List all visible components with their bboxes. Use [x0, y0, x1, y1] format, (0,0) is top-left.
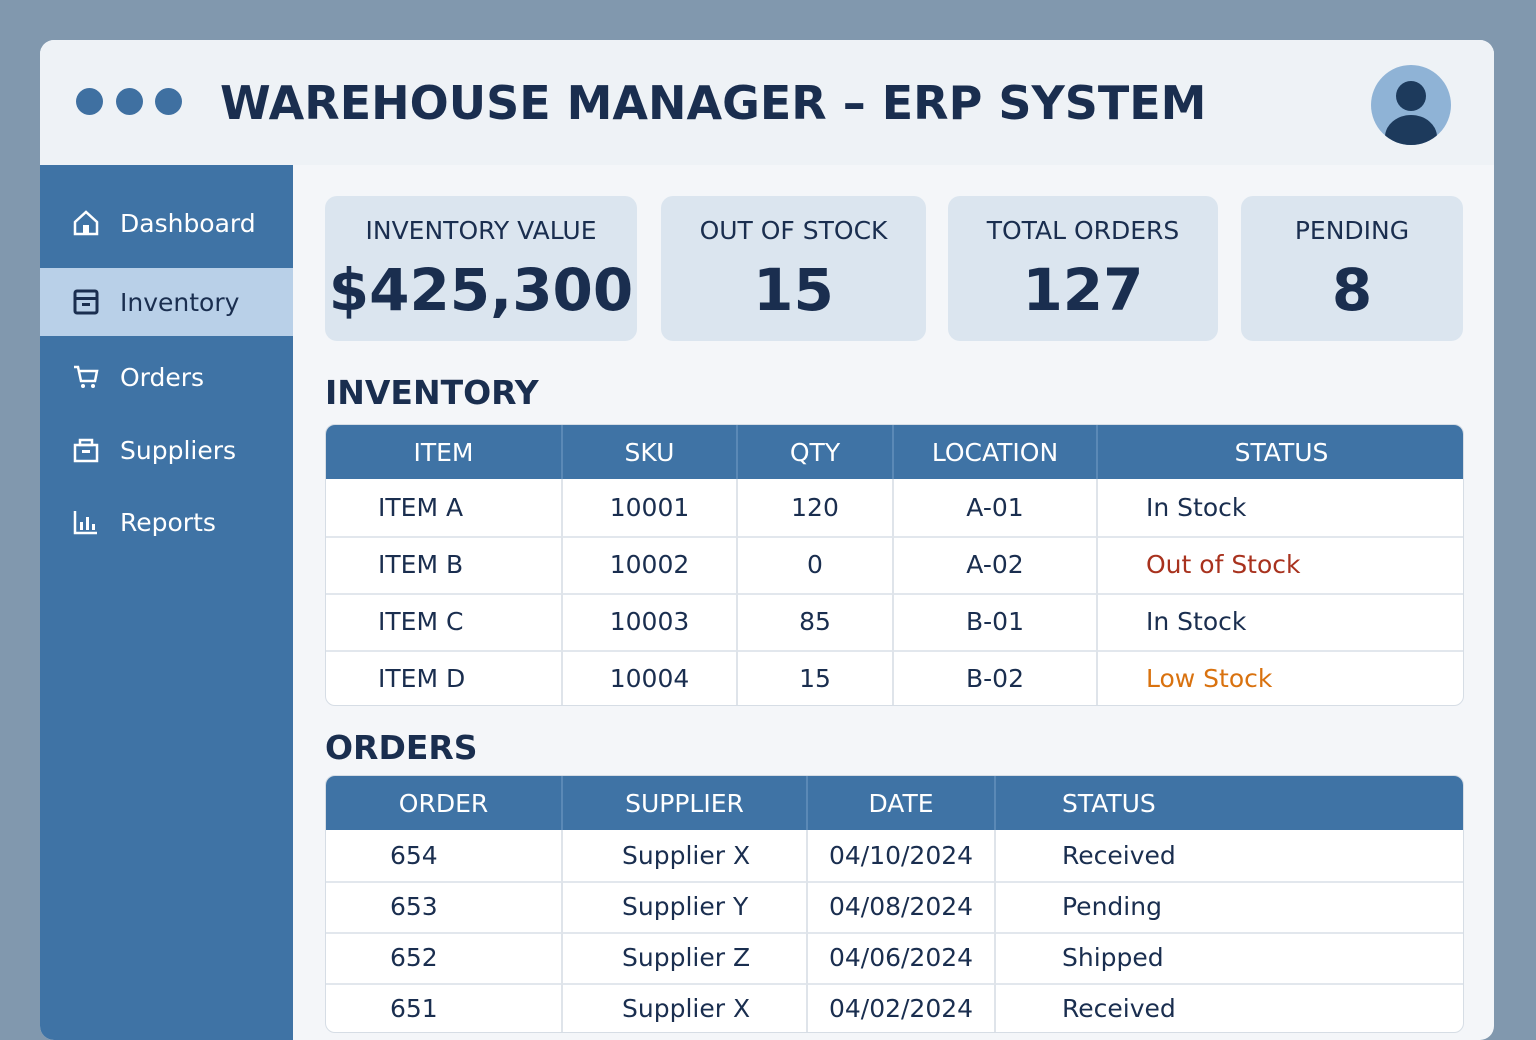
nav-item[interactable]: Inventory: [40, 268, 293, 336]
table-row[interactable]: ITEM B 10002 0 A-02 Out of Stock: [326, 536, 1463, 595]
stat-card: OUT OF STOCK 15: [661, 196, 926, 341]
stat-label: INVENTORY VALUE: [365, 216, 597, 245]
data-table: ORDER SUPPLIER DATE STATUS 654 Supplier X 04/1…: [325, 775, 1464, 1033]
window: WAREHOUSE MANAGER – ERP SYSTEM Dashboard…: [40, 40, 1494, 1040]
data-table: ITEM SKU QTY LOCATION STATUS ITEM A 10001 120 A-…: [325, 424, 1464, 706]
table-header: ITEM SKU QTY LOCATION STATUS: [326, 425, 1463, 479]
column-header: SUPPLIER: [563, 776, 808, 830]
table-cell: 04/08/2024: [808, 881, 996, 932]
table-cell: ITEM B: [326, 536, 563, 593]
table-cell: Supplier X: [563, 830, 808, 881]
column-header: LOCATION: [894, 425, 1098, 479]
avatar[interactable]: [1371, 65, 1451, 145]
window-dot: [116, 88, 143, 115]
table-cell: Pending: [1062, 892, 1162, 921]
table-row[interactable]: 652 Supplier Z 04/06/2024 Shipped: [326, 932, 1463, 985]
nav-icon: [74, 365, 99, 388]
table-cell: Shipped: [1062, 943, 1164, 972]
table-cell: 652: [326, 932, 563, 983]
column-header: ITEM: [326, 425, 563, 479]
nav-icon: [73, 289, 99, 315]
window-dot: [76, 88, 103, 115]
table-cell: Out of Stock: [1146, 550, 1301, 579]
nav-label[interactable]: Orders: [120, 362, 205, 392]
table-row[interactable]: ITEM D 10004 15 B-02 Low Stock: [326, 650, 1463, 705]
table-cell: 654: [326, 830, 563, 881]
table-cell: A-01: [894, 479, 1098, 536]
stat-value: 127: [1022, 256, 1144, 324]
table-cell: Low Stock: [1146, 664, 1273, 693]
table-cell: 04/10/2024: [808, 830, 996, 881]
stat-card: INVENTORY VALUE $425,300: [325, 196, 637, 341]
app-title: WAREHOUSE MANAGER – ERP SYSTEM: [220, 76, 1207, 130]
table-cell: 04/02/2024: [808, 983, 996, 1032]
stat-card: TOTAL ORDERS 127: [948, 196, 1218, 341]
table-header: ORDER SUPPLIER DATE STATUS: [326, 776, 1463, 830]
table-row[interactable]: 653 Supplier Y 04/08/2024 Pending: [326, 881, 1463, 934]
nav-icon: [73, 210, 99, 236]
table-cell: ITEM C: [326, 593, 563, 650]
table-cell: ITEM A: [326, 479, 563, 536]
section-title: INVENTORY: [325, 373, 539, 412]
table-cell: 10004: [563, 650, 738, 705]
stat-card: PENDING 8: [1241, 196, 1463, 341]
stat-label: OUT OF STOCK: [699, 216, 888, 245]
table-cell: Received: [1062, 994, 1176, 1023]
stat-value: $425,300: [328, 256, 634, 324]
stat-value: 8: [1331, 256, 1373, 324]
table-row[interactable]: ITEM C 10003 85 B-01 In Stock: [326, 593, 1463, 652]
stat-value: 15: [753, 256, 834, 324]
column-header: DATE: [808, 776, 996, 830]
column-header: SKU: [563, 425, 738, 479]
nav-item[interactable]: Reports: [40, 488, 293, 556]
table-cell: In Stock: [1146, 493, 1247, 522]
table-cell: 10002: [563, 536, 738, 593]
sidebar: Dashboard Inventory Orders Suppliers Reports: [40, 165, 293, 1040]
table-cell: 651: [326, 983, 563, 1032]
table-cell: Supplier X: [563, 983, 808, 1032]
nav-label[interactable]: Reports: [120, 507, 216, 537]
table-cell: Received: [1062, 841, 1176, 870]
nav-item[interactable]: Suppliers: [40, 416, 293, 484]
table-cell: 04/06/2024: [808, 932, 996, 983]
table-row[interactable]: 651 Supplier X 04/02/2024 Received: [326, 983, 1463, 1032]
table-cell: 10001: [563, 479, 738, 536]
header: WAREHOUSE MANAGER – ERP SYSTEM: [40, 40, 1494, 165]
table-cell: B-02: [894, 650, 1098, 705]
table-cell: A-02: [894, 536, 1098, 593]
table-cell: Supplier Z: [563, 932, 808, 983]
nav-item[interactable]: Orders: [40, 343, 293, 411]
stat-label: PENDING: [1294, 216, 1410, 245]
table-cell: 10003: [563, 593, 738, 650]
table-row[interactable]: 654 Supplier X 04/10/2024 Received: [326, 830, 1463, 883]
column-header: STATUS: [1234, 437, 1329, 467]
table-cell: 85: [738, 593, 894, 650]
nav-item[interactable]: Dashboard: [40, 189, 293, 257]
table-cell: B-01: [894, 593, 1098, 650]
table-cell: 653: [326, 881, 563, 932]
column-header: ORDER: [326, 776, 563, 830]
nav-icon: [73, 438, 99, 463]
table-cell: 120: [738, 479, 894, 536]
table-cell: 15: [738, 650, 894, 705]
table-cell: In Stock: [1146, 607, 1247, 636]
table-cell: ITEM D: [326, 650, 563, 705]
column-header: QTY: [738, 425, 894, 479]
table-cell: Supplier Y: [563, 881, 808, 932]
nav-label[interactable]: Suppliers: [120, 435, 237, 465]
table-row[interactable]: ITEM A 10001 120 A-01 In Stock: [326, 479, 1463, 538]
stat-label: TOTAL ORDERS: [986, 216, 1180, 245]
nav-label[interactable]: Dashboard: [120, 208, 256, 238]
table-cell: 0: [738, 536, 894, 593]
nav-label[interactable]: Inventory: [120, 287, 240, 317]
window-dot: [155, 88, 182, 115]
nav-icon: [73, 511, 97, 535]
section-title: ORDERS: [325, 728, 478, 767]
column-header: STATUS: [1062, 788, 1156, 818]
